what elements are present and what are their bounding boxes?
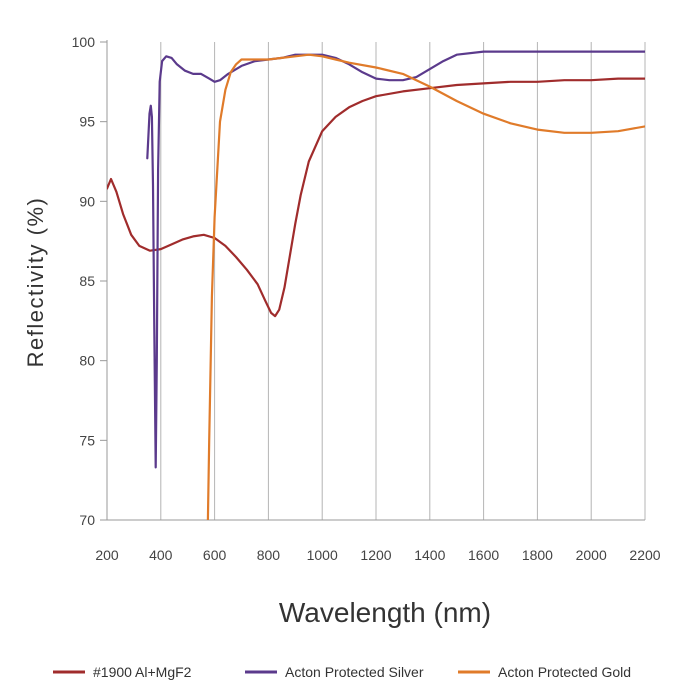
- x-tick-label-1400: 1400: [414, 547, 445, 563]
- y-tick-label-75: 75: [79, 432, 95, 448]
- x-tick-label-1800: 1800: [522, 547, 553, 563]
- y-tick-label-100: 100: [72, 34, 96, 50]
- y-tick-label-85: 85: [79, 273, 95, 289]
- axes: [100, 40, 645, 521]
- legend-label-2: Acton Protected Silver: [285, 664, 424, 680]
- x-tick-label-1200: 1200: [360, 547, 391, 563]
- x-tick-label-2000: 2000: [576, 547, 607, 563]
- series-line-2: [146, 50, 645, 469]
- series-line-3: [206, 53, 645, 520]
- x-tick-label-600: 600: [203, 547, 227, 563]
- y-tick-label-80: 80: [79, 353, 95, 369]
- x-axis-title: Wavelength (nm): [279, 597, 491, 628]
- x-tick-label-1600: 1600: [468, 547, 499, 563]
- x-tick-labels: 200 400 600 800 1000 1200 1400 1600 1800 2000 2200: [95, 547, 660, 563]
- legend-label-1: #1900 Al+MgF2: [93, 664, 192, 680]
- x-tick-label-2200: 2200: [629, 547, 660, 563]
- grid-lines: [160, 42, 646, 520]
- y-tick-label-95: 95: [79, 114, 95, 130]
- legend: #1900 Al+MgF2 Acton Protected Silver Acton…: [53, 664, 631, 680]
- x-tick-label-200: 200: [95, 547, 119, 563]
- y-axis-title: Reflectivity (%): [23, 197, 48, 368]
- series-lines: [107, 50, 645, 520]
- legend-label-3: Acton Protected Gold: [498, 664, 631, 680]
- y-tick-labels: 70 75 80 85 90 95 100: [72, 34, 96, 528]
- y-tick-label-70: 70: [79, 512, 95, 528]
- x-tick-label-400: 400: [149, 547, 173, 563]
- y-tick-label-90: 90: [79, 193, 95, 209]
- x-tick-label-1000: 1000: [307, 547, 338, 563]
- x-tick-label-800: 800: [257, 547, 281, 563]
